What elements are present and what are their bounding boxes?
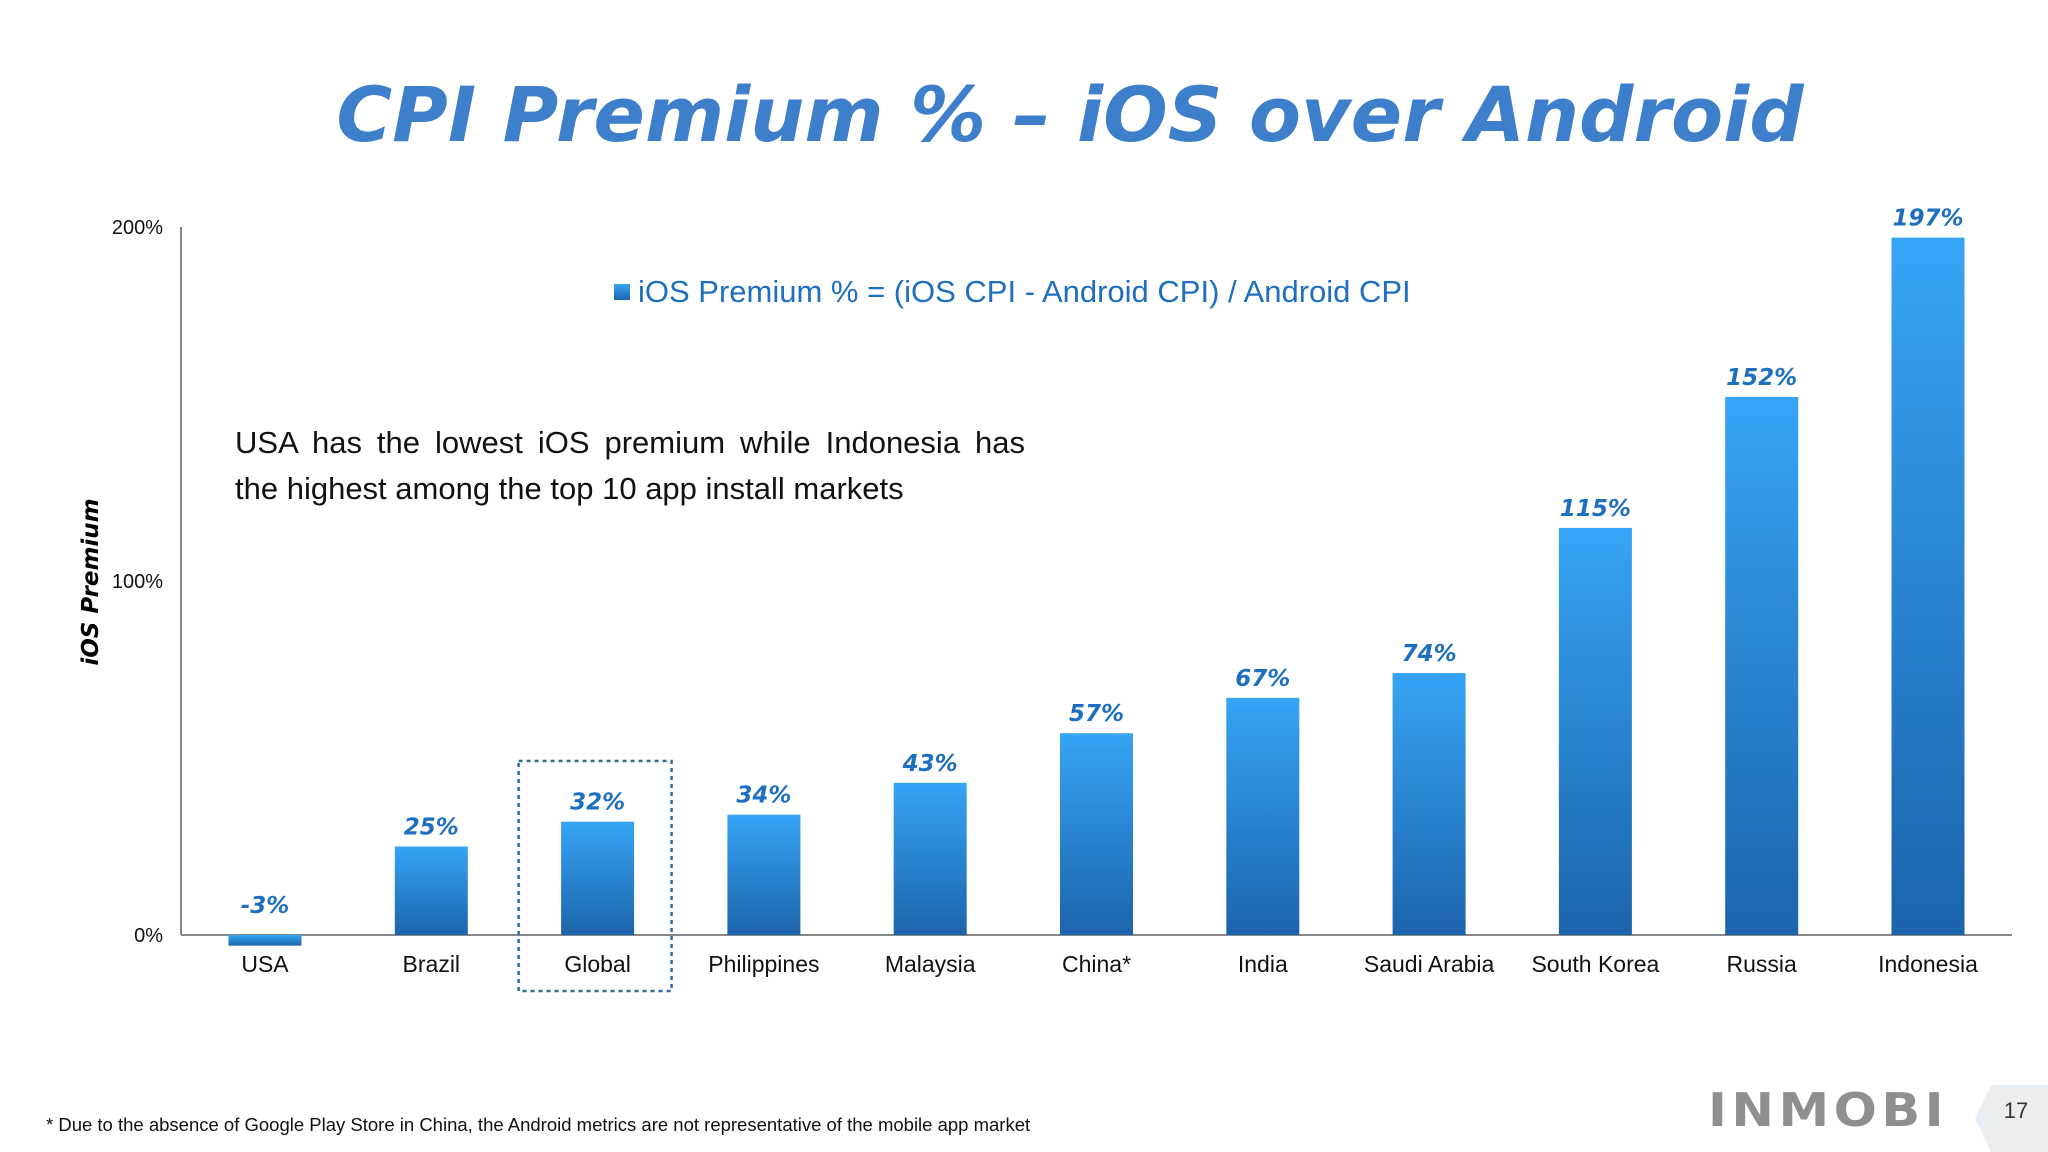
- category-label: Brazil: [403, 951, 461, 977]
- bar: [1060, 733, 1133, 935]
- bar: [1558, 527, 1632, 935]
- data-label: 34%: [736, 783, 791, 809]
- bar: [727, 814, 801, 935]
- footnote: * Due to the absence of Google Play Stor…: [46, 1114, 1031, 1135]
- page-number-tab: [1975, 1085, 2048, 1152]
- data-label: 57%: [1069, 701, 1124, 727]
- category-labels: USA Brazil Global Philippines Malaysia China*…: [241, 951, 1978, 977]
- slide-title: CPI Premium % – iOS over Android: [336, 70, 1804, 159]
- bar: [561, 821, 635, 935]
- bar: [394, 846, 468, 935]
- bar: [1392, 673, 1466, 935]
- y-tick-labels: 0% 100% 200%: [112, 217, 163, 947]
- data-label: 67%: [1235, 666, 1290, 692]
- legend-swatch: [614, 284, 630, 300]
- data-label: 197%: [1892, 206, 1963, 232]
- data-label: -3%: [241, 893, 290, 919]
- global-highlight-box: [517, 759, 673, 993]
- data-label: 115%: [1560, 496, 1631, 522]
- y-tick-label: 200%: [112, 217, 163, 239]
- bar: [893, 782, 967, 935]
- callout-text: USA has the lowest iOS premium while Ind…: [235, 425, 1025, 506]
- data-label: 152%: [1726, 365, 1797, 391]
- category-label: Saudi Arabia: [1364, 951, 1495, 977]
- category-label: China*: [1062, 951, 1131, 977]
- logo-text: INMOBI: [1708, 1088, 1948, 1134]
- y-axis-title: iOS Premium: [78, 498, 104, 665]
- inmobi-logo: INMOBI: [1708, 1088, 1948, 1134]
- bar: [228, 935, 302, 946]
- category-label: Indonesia: [1878, 951, 1978, 977]
- page-number: 17: [2003, 1098, 2029, 1123]
- data-labels: -3% 25% 32% 34% 43% 57% 67% 74% 115% 152% 197%: [241, 206, 1964, 919]
- legend-label: iOS Premium % = (iOS CPI - Android CPI) …: [638, 274, 1411, 309]
- data-label: 43%: [902, 751, 958, 777]
- bars: [228, 237, 1965, 946]
- category-label: Malaysia: [885, 951, 976, 977]
- category-label: India: [1238, 951, 1288, 977]
- chart-legend: iOS Premium % = (iOS CPI - Android CPI) …: [614, 272, 1411, 312]
- data-label: 25%: [404, 815, 459, 841]
- y-tick-label: 0%: [134, 925, 163, 947]
- bar: [1891, 237, 1965, 935]
- data-label: 74%: [1402, 641, 1457, 667]
- y-tick-label: 100%: [112, 571, 163, 593]
- category-label: Russia: [1727, 951, 1798, 977]
- bar: [1725, 396, 1799, 935]
- category-label: South Korea: [1531, 951, 1659, 977]
- category-label: Philippines: [708, 951, 819, 977]
- data-label: 32%: [570, 790, 625, 816]
- bar: [1226, 697, 1300, 935]
- category-label: Global: [564, 951, 630, 977]
- category-label: USA: [241, 951, 289, 977]
